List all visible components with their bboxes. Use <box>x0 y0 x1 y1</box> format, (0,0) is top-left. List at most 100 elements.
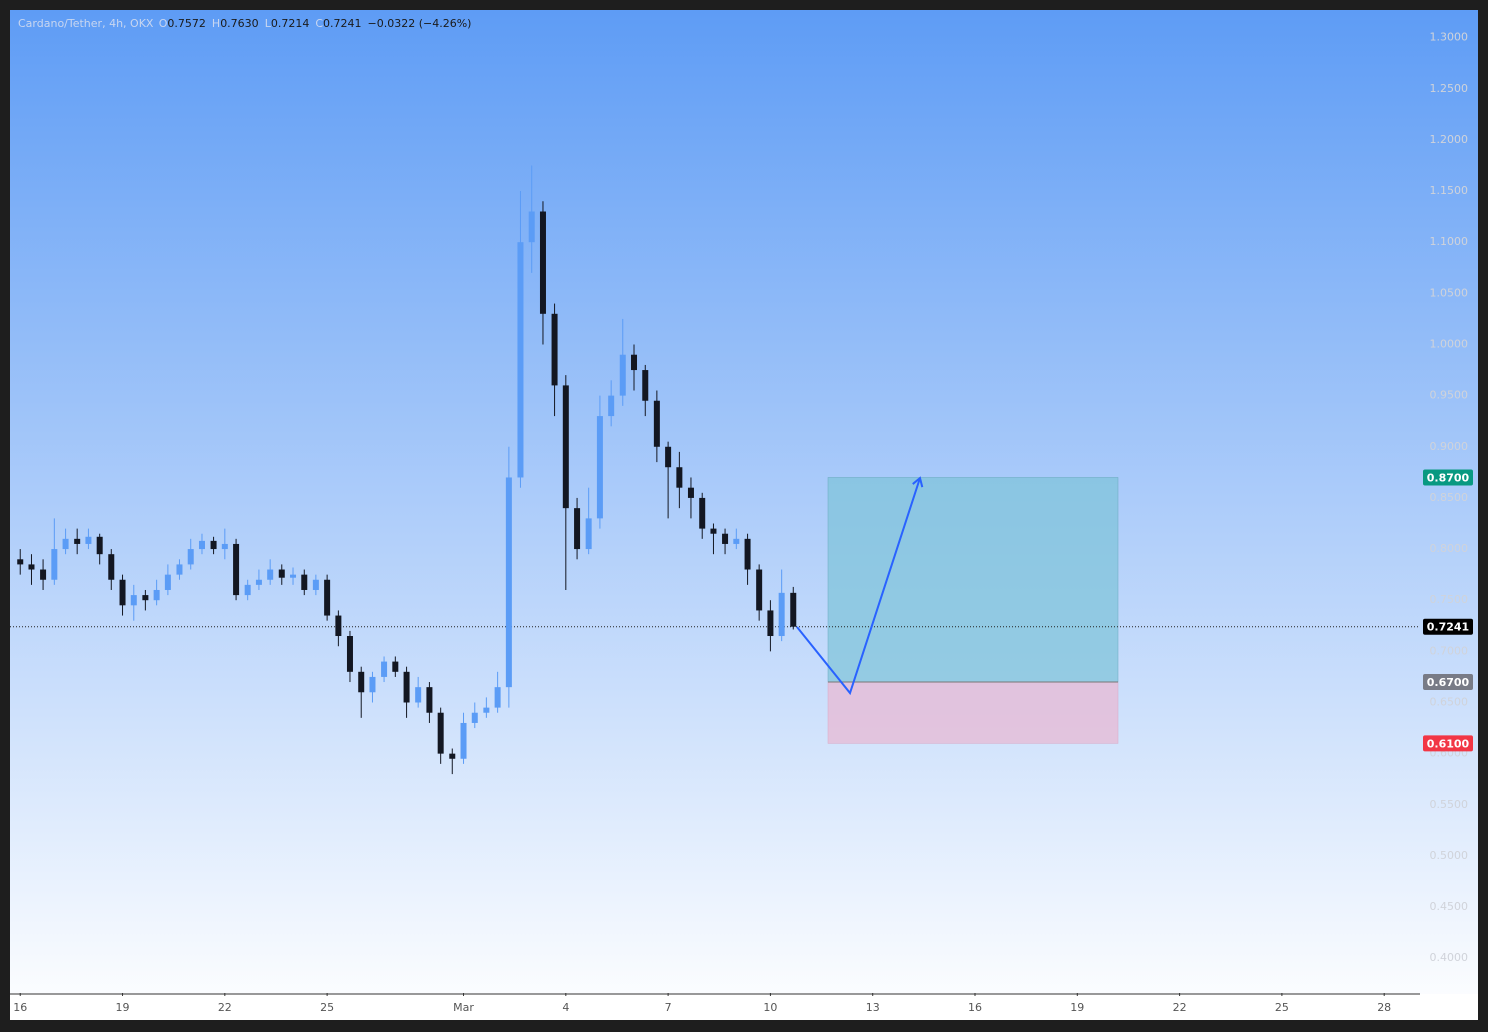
price-tag-label: 0.8700 <box>1427 471 1470 484</box>
candle-body <box>290 574 297 578</box>
y-tick-label: 1.0000 <box>1430 337 1469 350</box>
candle-body <box>574 508 581 550</box>
candle-body <box>17 559 24 565</box>
ohlc-key: C <box>315 17 323 30</box>
candle-body <box>153 589 160 601</box>
candle-body <box>369 676 376 693</box>
candle-body <box>403 671 410 703</box>
candle-body <box>608 395 615 417</box>
candle-body <box>756 569 763 611</box>
x-tick-label: 25 <box>1275 1001 1289 1014</box>
candle-body <box>631 354 638 371</box>
y-tick-label: 1.2000 <box>1430 133 1469 146</box>
candle-body <box>324 579 331 616</box>
candle-body <box>722 533 729 544</box>
y-tick-label: 0.9500 <box>1430 389 1469 402</box>
plot-background <box>10 10 1478 1020</box>
x-tick-label: Mar <box>453 1001 474 1014</box>
price-tag <box>1423 618 1473 635</box>
y-tick-label: 0.6500 <box>1430 695 1469 708</box>
candle-body <box>62 538 69 550</box>
y-tick-label: 0.4000 <box>1430 951 1469 964</box>
y-tick-label: 0.5500 <box>1430 798 1469 811</box>
ohlc-value: 0.7214 <box>271 17 310 30</box>
candle-body <box>312 579 319 590</box>
y-tick-label: 1.2500 <box>1430 82 1469 95</box>
x-tick-label: 10 <box>763 1001 777 1014</box>
x-tick-label: 22 <box>1173 1001 1187 1014</box>
ohlc-value: 0.7241 <box>323 17 362 30</box>
x-tick-label: 7 <box>665 1001 672 1014</box>
candle-body <box>164 574 171 590</box>
candle-body <box>119 579 126 606</box>
price-tag <box>1423 469 1473 486</box>
candle-body <box>460 722 467 759</box>
candle-body <box>381 661 388 677</box>
x-tick-label: 28 <box>1377 1001 1391 1014</box>
candle-body <box>142 595 149 601</box>
ohlc-key: L <box>265 17 272 30</box>
candle-body <box>176 564 183 575</box>
y-tick-label: 0.5000 <box>1430 849 1469 862</box>
candle-body <box>40 569 47 580</box>
price-tag-label: 0.7241 <box>1427 621 1469 634</box>
change: −0.0322 (−4.26%) <box>368 17 472 30</box>
candle-body <box>551 313 558 386</box>
x-tick-label: 16 <box>968 1001 982 1014</box>
candle-body <box>210 540 217 550</box>
candle-body <box>233 543 240 596</box>
x-tick-label: 22 <box>218 1001 232 1014</box>
loss-zone <box>827 681 1119 744</box>
candle-body <box>255 579 262 585</box>
candle-body <box>642 370 649 401</box>
candle-body <box>539 211 546 314</box>
candle-body <box>744 538 751 570</box>
candle-body <box>676 467 683 488</box>
ohlc-key: O <box>159 17 168 30</box>
candle-body <box>778 592 785 637</box>
candle-body <box>96 536 103 555</box>
candle-body <box>278 569 285 578</box>
y-tick-label: 0.4500 <box>1430 900 1469 913</box>
candle-body <box>505 477 512 688</box>
candle-body <box>596 416 603 519</box>
header: Cardano/Tether, 4h, OKX O0.7572 H0.7630 L0.… <box>18 17 471 30</box>
candle-body <box>108 554 115 580</box>
candle-body <box>687 487 694 498</box>
x-tick-label: 19 <box>116 1001 130 1014</box>
candle-body <box>494 687 501 708</box>
candle-body <box>187 549 194 565</box>
y-tick-label: 0.7500 <box>1430 593 1469 606</box>
candle-body <box>585 518 592 550</box>
projection-arrow <box>796 476 924 696</box>
candle-body <box>517 242 524 478</box>
y-tick-label: 0.8500 <box>1430 491 1469 504</box>
candle-body <box>767 610 774 637</box>
candle-body <box>358 671 365 693</box>
candle-body <box>665 446 672 468</box>
price-tag-label: 0.6700 <box>1427 676 1470 689</box>
price-tag-label: 0.6100 <box>1427 737 1470 750</box>
price-tag <box>1423 735 1473 752</box>
y-tick-label: 1.0500 <box>1430 286 1469 299</box>
candle-body <box>85 536 92 544</box>
candle-body <box>437 712 444 754</box>
candle-body <box>346 636 353 672</box>
candle-body <box>790 592 797 627</box>
candle-body <box>28 564 35 570</box>
price-tag <box>1423 674 1473 691</box>
candle-body <box>426 687 433 713</box>
x-tick-label: 4 <box>562 1001 569 1014</box>
candle-body <box>619 354 626 396</box>
ohlc-value: 0.7572 <box>167 17 206 30</box>
ohlc-key: H <box>212 17 220 30</box>
candle-body <box>335 615 342 637</box>
candle-body <box>267 569 274 580</box>
y-tick-label: 0.8000 <box>1430 542 1469 555</box>
y-tick-label: 1.1000 <box>1430 235 1469 248</box>
x-tick-label: 25 <box>320 1001 334 1014</box>
y-tick-label: 0.9000 <box>1430 440 1469 453</box>
profit-zone <box>827 477 1119 683</box>
candle-body <box>528 211 535 243</box>
